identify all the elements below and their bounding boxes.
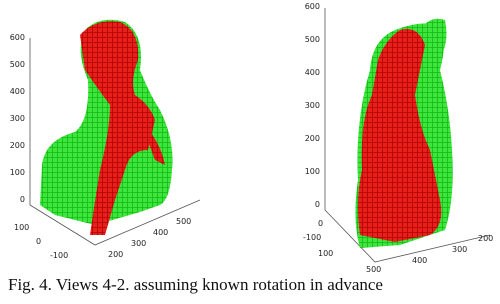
caption: Fig. 4. Views 4-2. assuming known rotati… [8,275,383,294]
z-tick-label: 500 [10,60,25,69]
right-plot: 600 500 400 300 200 100 0 0 -100 100 500… [303,2,493,274]
z-tick-label: 600 [305,2,320,11]
red-points [80,21,155,235]
x-tick-label: 500 [176,217,191,226]
z-tick-label: 300 [10,114,25,123]
axes [324,8,491,263]
y-tick-label: 0 [318,219,323,228]
y-tick-label: 100 [14,223,29,232]
x-tick-label: 400 [412,256,427,265]
z-tick-label: 200 [10,141,25,150]
z-tick-label: 100 [305,167,320,176]
z-tick-label: 300 [305,101,320,110]
z-tick-label: 600 [10,33,25,42]
z-tick-label: 0 [315,200,320,209]
green-points [420,18,447,60]
x-tick-label: 400 [153,228,168,237]
x-tick-label: 300 [131,239,146,248]
red-points [357,29,442,242]
x-tick-label: 200 [108,250,123,259]
y-tick-label: 0 [36,237,41,246]
left-plot: 600 500 400 300 200 100 0 100 0 -100 200… [10,19,201,260]
z-tick-label: 0 [20,195,25,204]
axes [29,38,201,246]
x-tick-label: 200 [478,234,493,243]
z-tick-label: 400 [10,87,25,96]
red-points [140,120,165,165]
green-points [40,19,173,225]
z-tick-label: 200 [305,134,320,143]
y-tick-label: -100 [303,233,321,242]
y-tick-label: 100 [318,249,333,258]
z-tick-label: 400 [305,68,320,77]
x-tick-label: 500 [366,265,381,274]
z-tick-label: 500 [305,35,320,44]
y-tick-label: -100 [50,251,68,260]
x-tick-label: 300 [452,245,467,254]
z-tick-label: 100 [10,168,25,177]
